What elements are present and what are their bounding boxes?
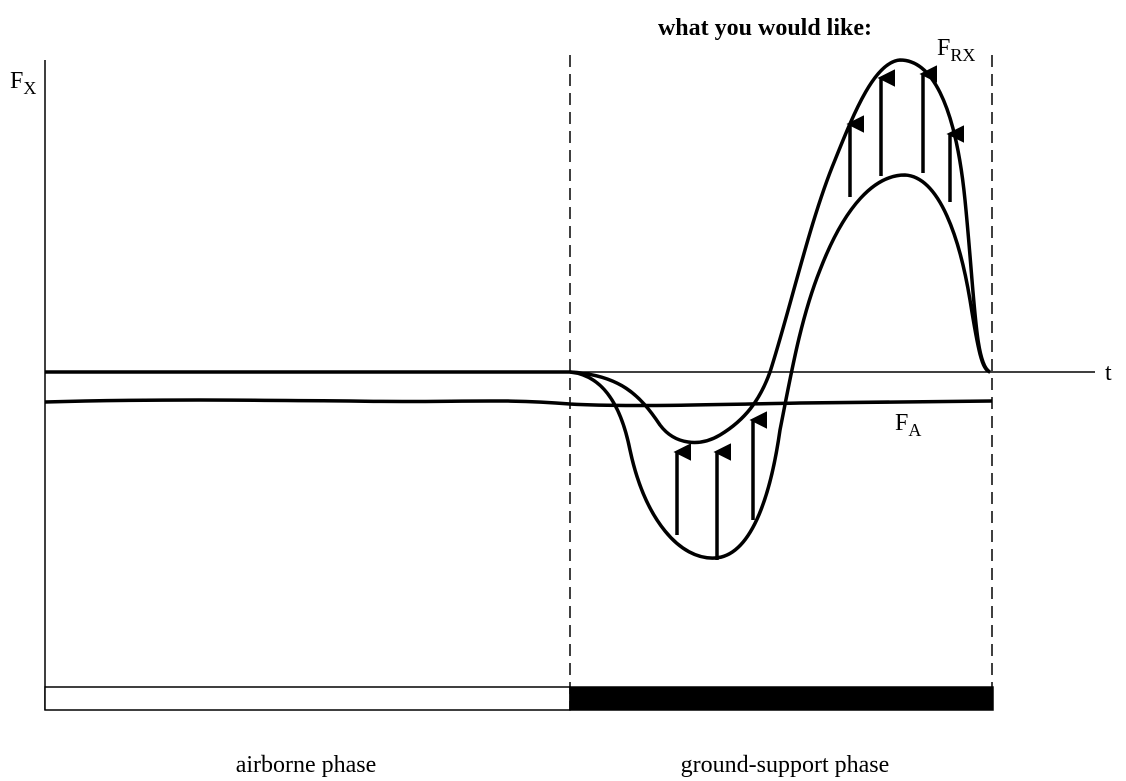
phase-label: ground-support phase bbox=[681, 752, 890, 778]
label-main: F bbox=[895, 410, 908, 436]
y-axis-label: FX bbox=[10, 68, 36, 98]
ground-bar bbox=[569, 686, 994, 711]
frx-label: FRX bbox=[937, 35, 975, 65]
label-sub: RX bbox=[950, 45, 975, 65]
label-main: F bbox=[10, 68, 23, 94]
label-sub: A bbox=[908, 420, 921, 440]
fa-label: FA bbox=[895, 410, 921, 440]
label-sub: X bbox=[23, 78, 36, 98]
actual-curve bbox=[569, 173, 991, 560]
arrows bbox=[673, 65, 964, 560]
title: what you would like: bbox=[658, 15, 872, 41]
phase-label: airborne phase bbox=[236, 752, 377, 778]
desired-curve bbox=[569, 58, 992, 445]
fa-curve bbox=[44, 398, 993, 408]
label-main: F bbox=[937, 35, 950, 61]
x-axis-label: t bbox=[1105, 360, 1112, 386]
airborne-bar bbox=[44, 686, 571, 711]
